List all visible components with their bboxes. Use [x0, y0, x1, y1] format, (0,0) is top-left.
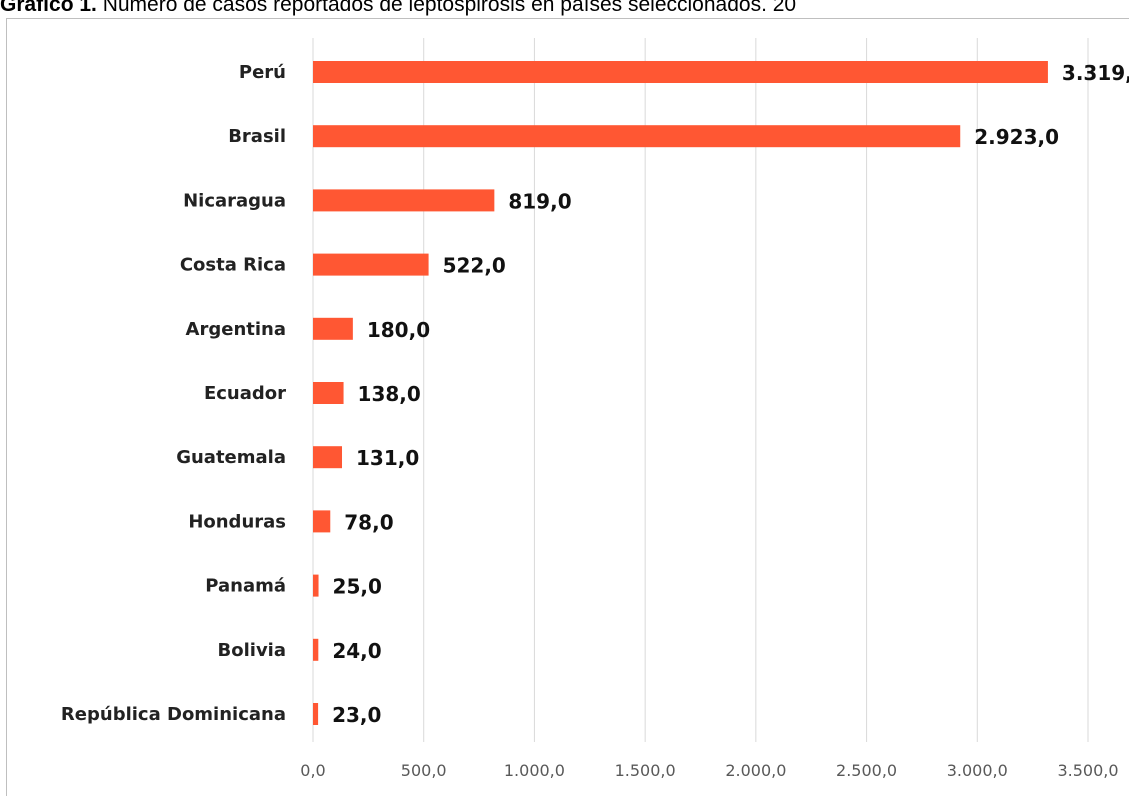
- category-label: Panamá: [205, 576, 286, 597]
- x-tick-label: 500,0: [401, 761, 447, 780]
- chart-title: Gráfico 1. Número de casos reportados de…: [0, 0, 1129, 18]
- chart-title-prefix: Gráfico 1.: [0, 0, 97, 16]
- bar: [313, 510, 331, 533]
- value-label: 25,0: [333, 575, 382, 599]
- category-label: Honduras: [188, 511, 286, 532]
- category-label: Brasil: [228, 126, 286, 147]
- bar: [313, 574, 319, 597]
- bar: [313, 703, 319, 725]
- value-label: 522,0: [443, 254, 506, 278]
- x-tick-label: 3.000,0: [947, 761, 1008, 780]
- value-label: 3.319,0: [1062, 61, 1129, 85]
- x-tick-label: 2.000,0: [725, 761, 786, 780]
- value-label: 180,0: [367, 318, 430, 342]
- value-label: 2.923,0: [974, 125, 1059, 149]
- category-label: Nicaragua: [183, 190, 286, 211]
- x-tick-label: 1.000,0: [504, 761, 565, 780]
- x-tick-labels: 0,0 500,0 1.000,0 1.500,0 2.000,0 2.500,0 3.00…: [300, 761, 1118, 780]
- bar: [313, 317, 353, 340]
- bar: [313, 253, 429, 276]
- value-label: 24,0: [332, 639, 381, 663]
- category-label: Argentina: [186, 319, 286, 340]
- x-tick-label: 2.500,0: [836, 761, 897, 780]
- bar: [313, 446, 343, 469]
- bar: [313, 382, 344, 404]
- category-label: República Dominicana: [61, 704, 286, 725]
- category-label: Perú: [239, 62, 286, 83]
- category-label: Ecuador: [204, 383, 286, 404]
- category-label: Bolivia: [218, 640, 286, 661]
- value-label: 23,0: [332, 703, 381, 727]
- x-tick-label: 1.500,0: [615, 761, 676, 780]
- chart-frame: [6, 18, 1129, 796]
- value-labels: 3.319,0 2.923,0 819,0 522,0 180,0 138,0 131,0 7…: [332, 61, 1129, 727]
- chart-title-text: Número de casos reportados de leptospiro…: [96, 0, 797, 16]
- bar: [313, 125, 961, 148]
- category-labels: Perú Brasil Nicaragua Costa Rica Argentina Ec…: [61, 62, 286, 725]
- x-tick-label: 3.500,0: [1057, 761, 1118, 780]
- bar: [313, 189, 495, 212]
- category-label: Guatemala: [176, 447, 286, 468]
- value-label: 78,0: [344, 510, 393, 534]
- category-label: Costa Rica: [180, 255, 286, 276]
- bar: [313, 61, 1048, 83]
- bars: [313, 61, 1048, 725]
- value-label: 819,0: [508, 189, 571, 213]
- value-label: 138,0: [358, 382, 421, 406]
- value-label: 131,0: [356, 446, 419, 470]
- x-tick-label: 0,0: [300, 761, 325, 780]
- bar: [313, 638, 319, 661]
